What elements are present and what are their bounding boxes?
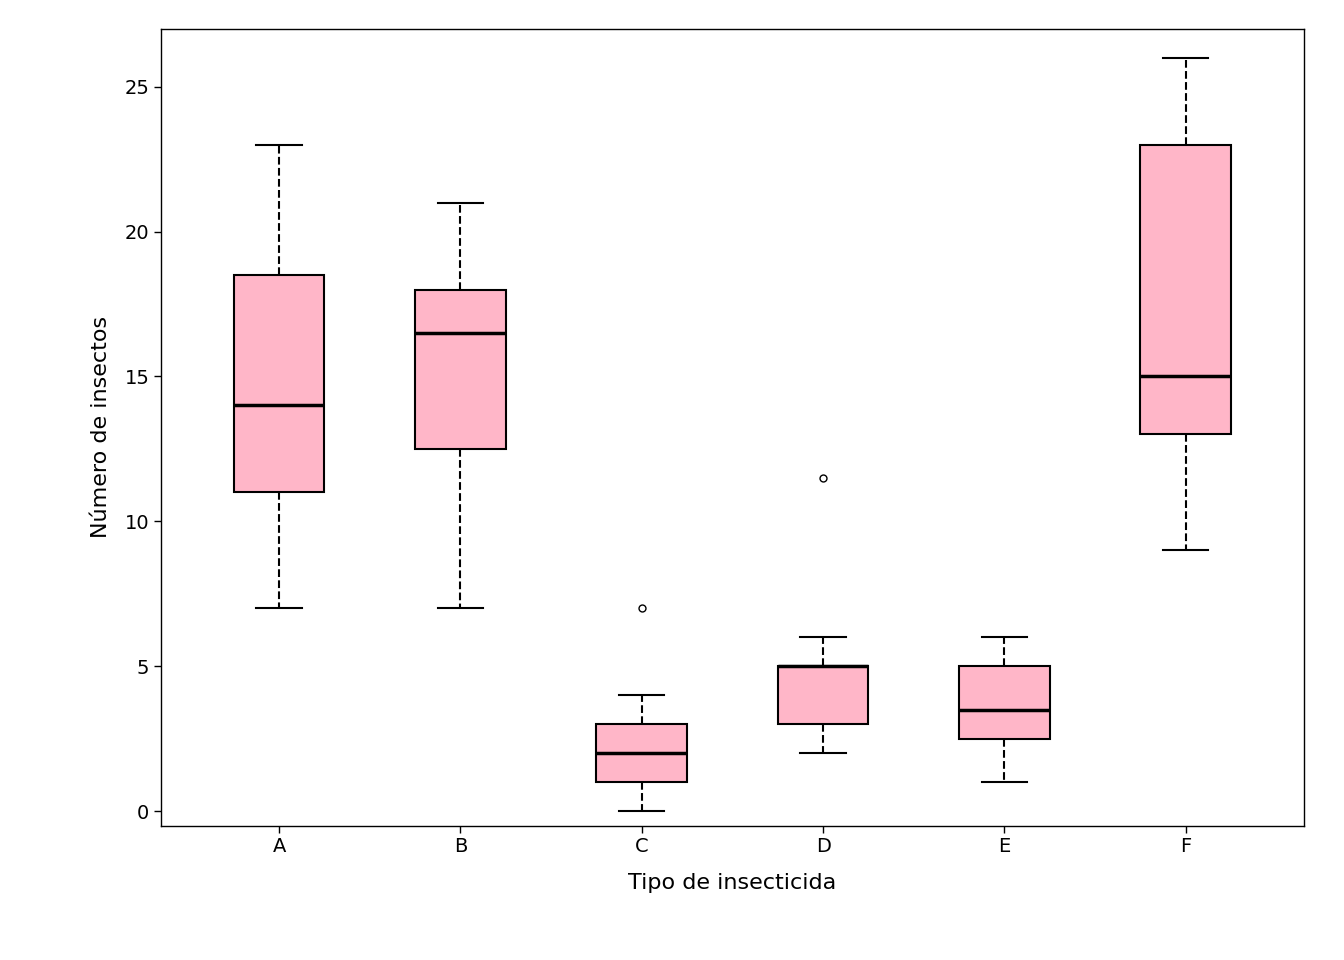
PathPatch shape: [778, 666, 868, 724]
Y-axis label: Número de insectos: Número de insectos: [90, 316, 110, 539]
PathPatch shape: [597, 724, 687, 782]
PathPatch shape: [1141, 145, 1231, 435]
PathPatch shape: [234, 276, 324, 492]
PathPatch shape: [960, 666, 1050, 738]
X-axis label: Tipo de insecticida: Tipo de insecticida: [629, 873, 836, 893]
PathPatch shape: [415, 290, 505, 449]
